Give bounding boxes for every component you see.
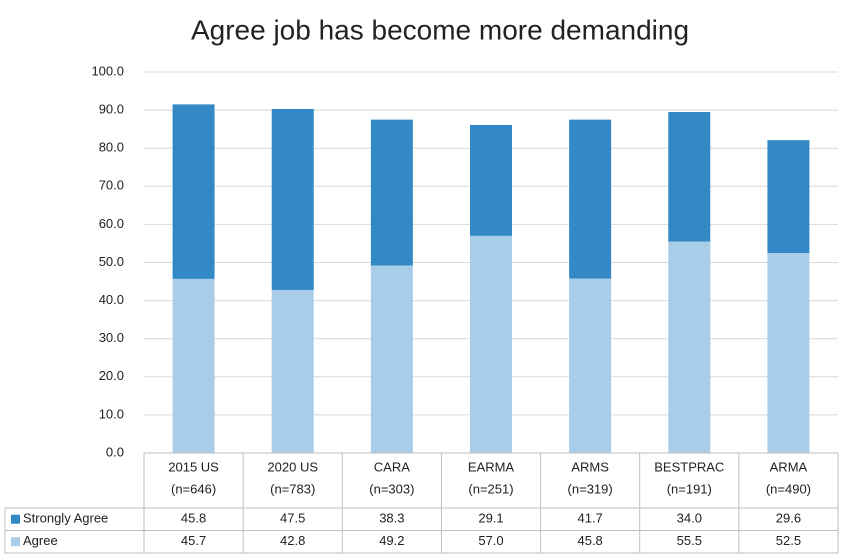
table-value: 41.7 <box>577 511 602 526</box>
x-tick-label: 2020 US <box>267 459 318 474</box>
y-tick-label: 40.0 <box>99 292 124 307</box>
bar-segment <box>370 265 413 453</box>
x-tick-sublabel: (n=251) <box>468 481 513 496</box>
bar-segment <box>569 278 612 453</box>
bar-segment <box>668 241 711 453</box>
table-value: 55.5 <box>677 533 702 548</box>
x-tick-sublabel: (n=783) <box>270 481 315 496</box>
y-tick-label: 60.0 <box>99 216 124 231</box>
y-tick-label: 70.0 <box>99 178 124 193</box>
x-tick-sublabel: (n=191) <box>667 481 712 496</box>
x-tick-sublabel: (n=490) <box>766 481 811 496</box>
y-tick-label: 30.0 <box>99 330 124 345</box>
bar-segment <box>271 289 314 453</box>
bar-segment <box>271 108 314 290</box>
bar-segment <box>470 235 512 453</box>
bar-segment <box>172 104 215 279</box>
x-tick-sublabel: (n=646) <box>171 481 216 496</box>
y-tick-label: 100.0 <box>91 63 124 78</box>
table-value: 57.0 <box>478 533 503 548</box>
legend-swatch <box>11 514 20 524</box>
table-value: 42.8 <box>280 533 305 548</box>
bar-segment <box>668 112 711 242</box>
table-value: 34.0 <box>677 511 702 526</box>
table-value: 38.3 <box>379 511 404 526</box>
x-tick-label: CARA <box>374 459 410 474</box>
y-tick-label: 0.0 <box>106 444 124 459</box>
bar-segment <box>569 119 612 279</box>
y-tick-label: 20.0 <box>99 368 124 383</box>
table-value: 47.5 <box>280 511 305 526</box>
table-value: 49.2 <box>379 533 404 548</box>
x-tick-sublabel: (n=319) <box>568 481 613 496</box>
x-tick-label: EARMA <box>468 459 515 474</box>
x-tick-label: BESTPRAC <box>654 459 724 474</box>
table-value: 45.7 <box>181 533 206 548</box>
y-tick-label: 10.0 <box>99 406 124 421</box>
x-tick-sublabel: (n=303) <box>369 481 414 496</box>
bar-segment <box>470 124 512 236</box>
table-value: 29.1 <box>478 511 503 526</box>
y-tick-label: 80.0 <box>99 140 124 155</box>
x-tick-label: 2015 US <box>168 459 219 474</box>
y-tick-label: 50.0 <box>99 254 124 269</box>
table-value: 52.5 <box>776 533 801 548</box>
legend-label: Strongly Agree <box>23 511 108 526</box>
table-value: 29.6 <box>776 511 801 526</box>
legend-swatch <box>11 537 20 547</box>
bar-segment <box>767 252 810 453</box>
x-tick-label: ARMS <box>571 459 609 474</box>
legend-label: Agree <box>23 533 58 548</box>
y-tick-label: 90.0 <box>99 102 124 117</box>
bar-segment <box>370 119 413 266</box>
x-tick-label: ARMA <box>770 459 808 474</box>
chart-title: Agree job has become more demanding <box>191 14 689 45</box>
table-value: 45.8 <box>181 511 206 526</box>
table-value: 45.8 <box>577 533 602 548</box>
bar-segment <box>767 140 810 253</box>
bar-segment <box>172 278 215 453</box>
